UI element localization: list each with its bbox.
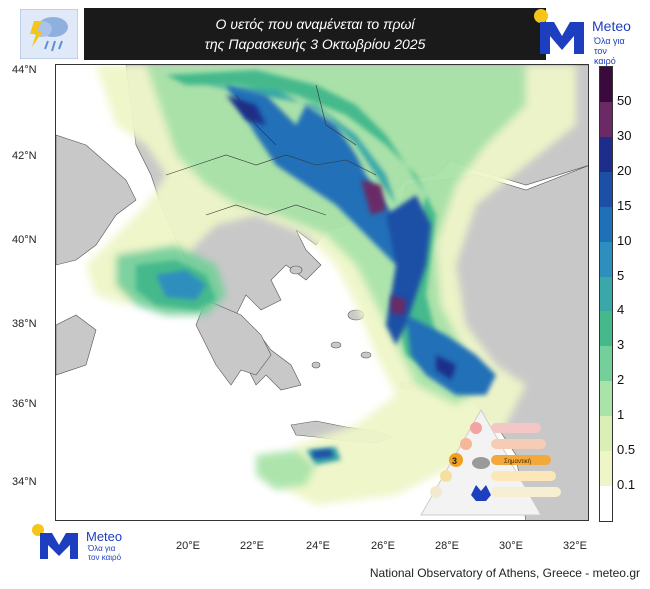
meteo-logo-bottom: Meteo Όλα για τον καιρό xyxy=(30,521,140,562)
colorbar-segment xyxy=(600,276,612,312)
precipitation-map: 3 Σημαντική xyxy=(55,64,589,521)
lon-label: 28°E xyxy=(435,540,459,552)
logo-bottom-tagline-2: τον καιρό xyxy=(88,553,122,562)
colorbar-label: 4 xyxy=(617,302,625,318)
precipitation-heavy xyxy=(156,85,496,459)
colorbar-label: 1 xyxy=(617,407,625,423)
storm-rain-icon xyxy=(20,9,78,59)
colorbar xyxy=(599,66,613,522)
colorbar-label: 30 xyxy=(617,127,632,143)
lat-label: 44°N xyxy=(12,64,37,76)
colorbar-segment xyxy=(600,171,612,208)
colorbar-label: 5 xyxy=(617,267,625,283)
lat-label: 36°N xyxy=(12,398,37,410)
colorbar-segment xyxy=(600,206,612,243)
title-line-1: Ο υετός που αναμένεται το πρωί xyxy=(215,16,415,32)
colorbar-segment xyxy=(600,101,612,138)
lon-label: 26°E xyxy=(371,540,395,552)
logo-bottom-tagline-1: Όλα για xyxy=(88,544,116,553)
lon-label: 24°E xyxy=(306,540,330,552)
title-line-2: της Παρασκευής 3 Οκτωβρίου 2025 xyxy=(204,36,426,52)
logo-name: Meteo xyxy=(592,18,631,34)
colorbar-segment xyxy=(600,416,612,452)
colorbar-label: 50 xyxy=(617,92,632,108)
colorbar-segment xyxy=(600,241,612,278)
lat-label: 34°N xyxy=(12,476,37,488)
lat-label: 38°N xyxy=(12,318,37,330)
warning-meteo-icon xyxy=(471,485,491,501)
colorbar-segment xyxy=(600,381,612,417)
lon-label: 30°E xyxy=(499,540,523,552)
cloud-rain-icon xyxy=(472,457,490,469)
country-borders xyxy=(165,84,377,216)
colorbar-segment xyxy=(600,486,612,522)
map-canvas: 3 Σημαντική xyxy=(56,65,588,520)
map-title: Ο υετός που αναμένεται το πρωί της Παρασ… xyxy=(84,8,546,60)
warning-level-highlight-label: Σημαντική xyxy=(504,458,531,465)
lat-label: 42°N xyxy=(12,150,37,162)
lat-label: 40°N xyxy=(12,234,37,246)
colorbar-segment xyxy=(600,136,612,173)
lon-label: 20°E xyxy=(176,540,200,552)
colorbar-segment xyxy=(600,451,612,487)
header: Ο υετός που αναμένεται το πρωί της Παρασ… xyxy=(14,5,634,61)
logo-bottom-name: Meteo xyxy=(86,529,123,544)
colorbar-segment xyxy=(600,67,612,103)
colorbar-label: 0.5 xyxy=(617,442,636,458)
lon-label: 22°E xyxy=(240,540,264,552)
colorbar-segment xyxy=(600,311,612,347)
colorbar-label: 10 xyxy=(617,232,632,248)
warning-scale-inset: 3 Σημαντική xyxy=(420,408,561,516)
lon-label: 32°E xyxy=(563,540,587,552)
logo-tagline-1: Όλα για xyxy=(594,36,625,46)
logo-tagline-2: τον καιρό xyxy=(594,46,616,66)
colorbar-segment xyxy=(600,346,612,382)
meteo-logo-top: Meteo Όλα για τον καιρό xyxy=(532,2,631,66)
colorbar-label: 20 xyxy=(617,162,632,178)
meteo-logo-bottom-icon xyxy=(32,524,78,559)
footer-credit: National Observatory of Athens, Greece -… xyxy=(369,566,640,580)
meteo-logo-icon xyxy=(534,9,584,54)
colorbar-label: 2 xyxy=(617,372,625,388)
colorbar-label: 3 xyxy=(617,337,625,353)
warning-level-label: 3 xyxy=(452,456,457,466)
colorbar-label: 0.1 xyxy=(617,477,636,493)
colorbar-label: 15 xyxy=(617,197,632,213)
